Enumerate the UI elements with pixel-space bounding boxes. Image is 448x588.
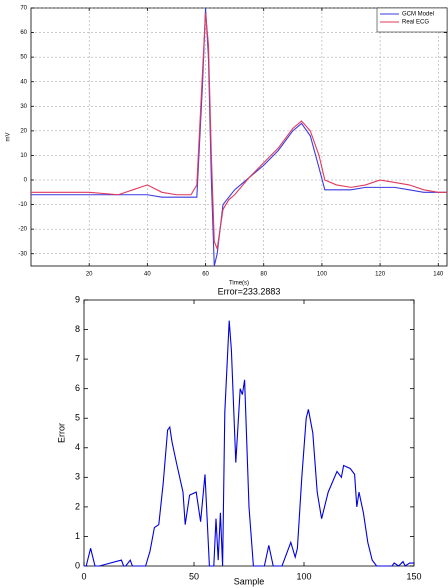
x-tick-label: 60	[202, 272, 209, 278]
x-tick-label: 80	[260, 272, 267, 278]
y-tick-label: 6	[75, 383, 80, 393]
data-line	[84, 320, 414, 567]
x-axis-label: Sample	[234, 576, 265, 586]
legend-label: Real ECG	[402, 20, 429, 26]
chart-title: Error=233.2883	[218, 286, 281, 296]
legend-label: GCM Model	[402, 12, 434, 18]
legend	[376, 7, 448, 33]
y-axis-label: Error	[56, 423, 66, 443]
y-tick-label: 1	[75, 531, 80, 541]
y-tick-label: 70	[20, 6, 27, 12]
y-tick-label: 30	[20, 104, 27, 110]
data-line	[31, 7, 447, 267]
y-tick-label: 9	[75, 294, 80, 304]
x-tick-label: 140	[433, 272, 444, 278]
y-tick-label: 0	[75, 560, 80, 570]
data-line	[31, 12, 447, 251]
y-tick-label: 7	[75, 353, 80, 363]
x-tick-label: 40	[144, 272, 151, 278]
x-tick-label: 0	[81, 571, 86, 581]
x-tick-label: 150	[406, 571, 421, 581]
y-tick-label: 2	[75, 501, 80, 511]
y-tick-label: 5	[75, 413, 80, 423]
y-tick-label: -30	[18, 251, 27, 257]
y-tick-label: 20	[20, 128, 27, 134]
y-tick-label: 0	[24, 178, 28, 184]
y-tick-label: -20	[18, 227, 27, 233]
x-tick-label: 20	[86, 272, 93, 278]
y-tick-label: 50	[20, 55, 27, 61]
y-axis-label: mV	[6, 133, 12, 142]
y-tick-label: 10	[20, 153, 27, 159]
y-tick-label: -10	[18, 202, 27, 208]
y-tick-label: 8	[75, 324, 80, 334]
plot-area	[83, 299, 415, 567]
y-tick-label: 3	[75, 472, 80, 482]
x-tick-label: 50	[189, 571, 199, 581]
plot-area	[30, 7, 448, 267]
y-tick-label: 40	[20, 79, 27, 85]
x-tick-label: 100	[296, 571, 311, 581]
x-axis-label: Time(s)	[229, 281, 249, 287]
x-tick-label: 100	[317, 272, 328, 278]
y-tick-label: 4	[75, 442, 80, 452]
y-tick-label: 60	[20, 30, 27, 36]
x-tick-label: 120	[375, 272, 386, 278]
